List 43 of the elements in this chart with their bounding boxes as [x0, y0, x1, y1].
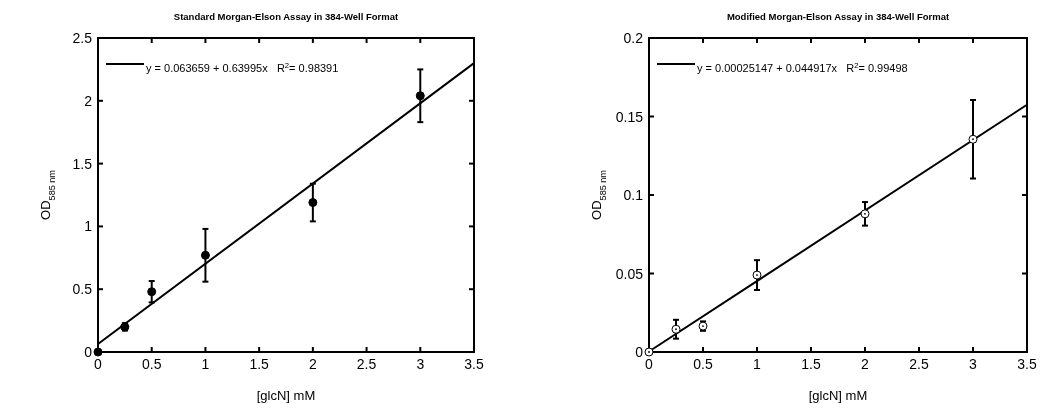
point [200, 250, 210, 260]
point [415, 91, 425, 101]
x-tick-label: 1 [753, 356, 762, 372]
x-tick-label: 3 [969, 356, 978, 372]
y-tick-label: 1 [84, 218, 93, 235]
x-tick-label: 2 [861, 356, 870, 372]
point [752, 270, 762, 280]
x-tick-label: 0 [94, 356, 103, 372]
y-tick-label: 2.5 [72, 30, 93, 46]
y-tick-label: 0.5 [72, 281, 93, 298]
legend-label: y = 0.00025147 + 0.044917x R$^{2}$= 0.99498 [697, 60, 908, 74]
x-tick-label: 3.5 [464, 356, 484, 372]
y-tick-label: 0.2 [623, 30, 644, 46]
point [860, 209, 870, 219]
x-axis-title: [glcN] mM [256, 388, 316, 403]
y-tick-label: 2 [84, 92, 93, 109]
x-tick-label: 2.5 [909, 356, 929, 372]
x-tick-label: 1 [201, 356, 210, 372]
x-tick-label: 3 [416, 356, 425, 372]
y-tick-label: 0.15 [615, 108, 644, 125]
y-tick-label: 1.5 [72, 155, 93, 172]
y-tick-label: 0 [635, 344, 644, 360]
chart-title: Modified Morgan-Elson Assay in 384-Well Format [726, 11, 950, 22]
x-tick-label: 1.5 [249, 356, 270, 372]
point [671, 324, 681, 334]
x-tick-label: 0.5 [141, 356, 162, 372]
chart-title: Standard Morgan-Elson Assay in 384-Well Format [173, 11, 400, 22]
x-tick-label: 0 [645, 356, 654, 372]
x-tick-label: 3.5 [1017, 356, 1037, 372]
point [968, 134, 978, 144]
point [93, 347, 103, 357]
y-tick-label: 0 [84, 344, 93, 360]
x-tick-label: 1.5 [801, 356, 821, 372]
x-tick-label: 2.5 [356, 356, 377, 372]
x-axis-title: [glcN] mM [808, 388, 868, 403]
y-tick-label: 0.05 [615, 265, 644, 282]
point [308, 198, 318, 208]
y-tick-label: 0.1 [623, 187, 644, 203]
x-tick-label: 0.5 [693, 356, 713, 372]
x-tick-label: 2 [308, 356, 317, 372]
legend-label: y = 0.063659 + 0.63995x R$^{2}$= 0.98391 [146, 60, 339, 74]
point [147, 287, 157, 297]
point [644, 347, 654, 357]
